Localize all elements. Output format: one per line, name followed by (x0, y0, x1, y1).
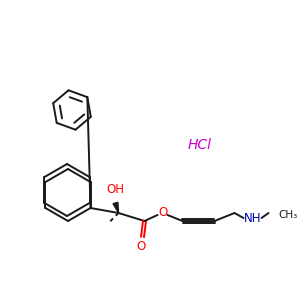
Text: O: O (158, 206, 167, 220)
Text: HCl: HCl (188, 138, 212, 152)
Text: NH: NH (244, 212, 261, 226)
Text: CH₃: CH₃ (278, 210, 298, 220)
Text: OH: OH (106, 183, 124, 196)
Polygon shape (113, 202, 118, 213)
Text: O: O (136, 240, 145, 253)
